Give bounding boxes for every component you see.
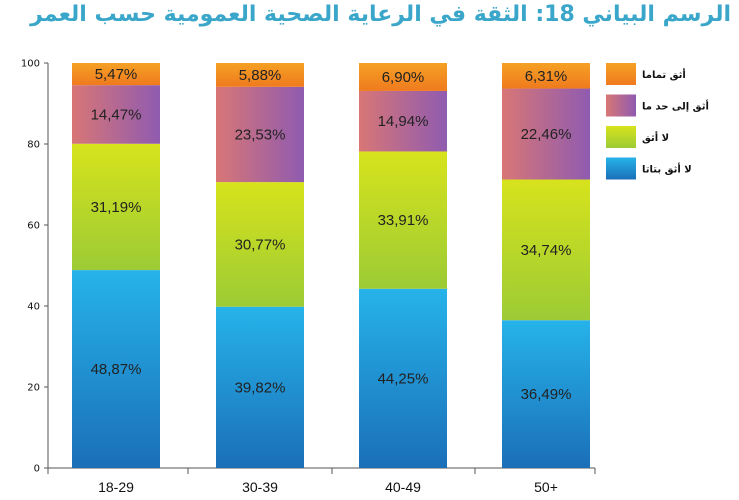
bar-segment	[502, 320, 590, 468]
y-tick-label: 100	[21, 59, 40, 70]
bar-segment	[502, 179, 590, 321]
legend-swatch	[606, 157, 636, 180]
bar-segment	[216, 182, 304, 307]
data-label: 23,53%	[235, 126, 286, 143]
y-tick-label: 40	[27, 302, 40, 313]
data-label: 34,74%	[521, 242, 572, 259]
bar-segment	[502, 63, 590, 89]
data-label: 5,47%	[95, 66, 138, 83]
y-tick-label: 80	[27, 140, 40, 151]
bar-segment	[359, 151, 447, 289]
x-tick-label: 18-29	[98, 479, 134, 495]
bar-segment	[359, 288, 447, 468]
legend-swatch	[606, 126, 636, 148]
data-label: 14,47%	[91, 106, 142, 123]
legend-swatch	[606, 63, 636, 85]
data-label: 44,25%	[378, 370, 429, 387]
bar-segment	[216, 63, 304, 87]
x-tick-label: 40-49	[385, 479, 421, 495]
data-label: 14,94%	[378, 113, 429, 130]
legend-swatch	[606, 94, 636, 117]
y-tick-label: 60	[27, 221, 40, 232]
data-label: 48,87%	[91, 361, 142, 378]
legend-label: أثق إلى حد ما	[642, 100, 709, 113]
x-tick-label: 50+	[534, 479, 558, 495]
data-label: 6,31%	[525, 68, 568, 85]
data-label: 31,19%	[91, 199, 142, 216]
bar-segment	[216, 86, 304, 183]
data-label: 33,91%	[378, 212, 429, 229]
data-label: 39,82%	[235, 379, 286, 396]
bar-layer: 48,87% 31,19% 14,47% 5,47% 39,82% 30,77% 23,53…	[72, 63, 590, 468]
x-tick-label: 30-39	[242, 479, 278, 495]
bar-segment	[359, 90, 447, 152]
legend-label: لا أثق	[642, 131, 669, 144]
legend-label: أثق تماما	[642, 68, 686, 81]
y-tick-label: 0	[34, 464, 40, 475]
y-tick-label: 20	[27, 383, 40, 394]
chart-title: الرسم البياني 18: الثقة في الرعاية الصحي…	[30, 2, 731, 27]
bar-segment	[72, 270, 160, 468]
bar-segment	[502, 88, 590, 180]
bar-segment	[72, 85, 160, 144]
legend-label: لا أثق بتاتا	[642, 163, 692, 176]
data-label: 6,90%	[382, 69, 425, 86]
data-label: 5,88%	[239, 67, 282, 84]
data-label: 36,49%	[521, 386, 572, 403]
data-label: 22,46%	[521, 126, 572, 143]
bar-segment	[359, 63, 447, 91]
legend: أثق تماما أثق إلى حد ما لا أثق لا أثق بتاتا	[606, 63, 709, 180]
bar-segment	[72, 143, 160, 271]
data-label: 30,77%	[235, 236, 286, 253]
bar-segment	[216, 306, 304, 468]
bar-segment	[72, 63, 160, 86]
